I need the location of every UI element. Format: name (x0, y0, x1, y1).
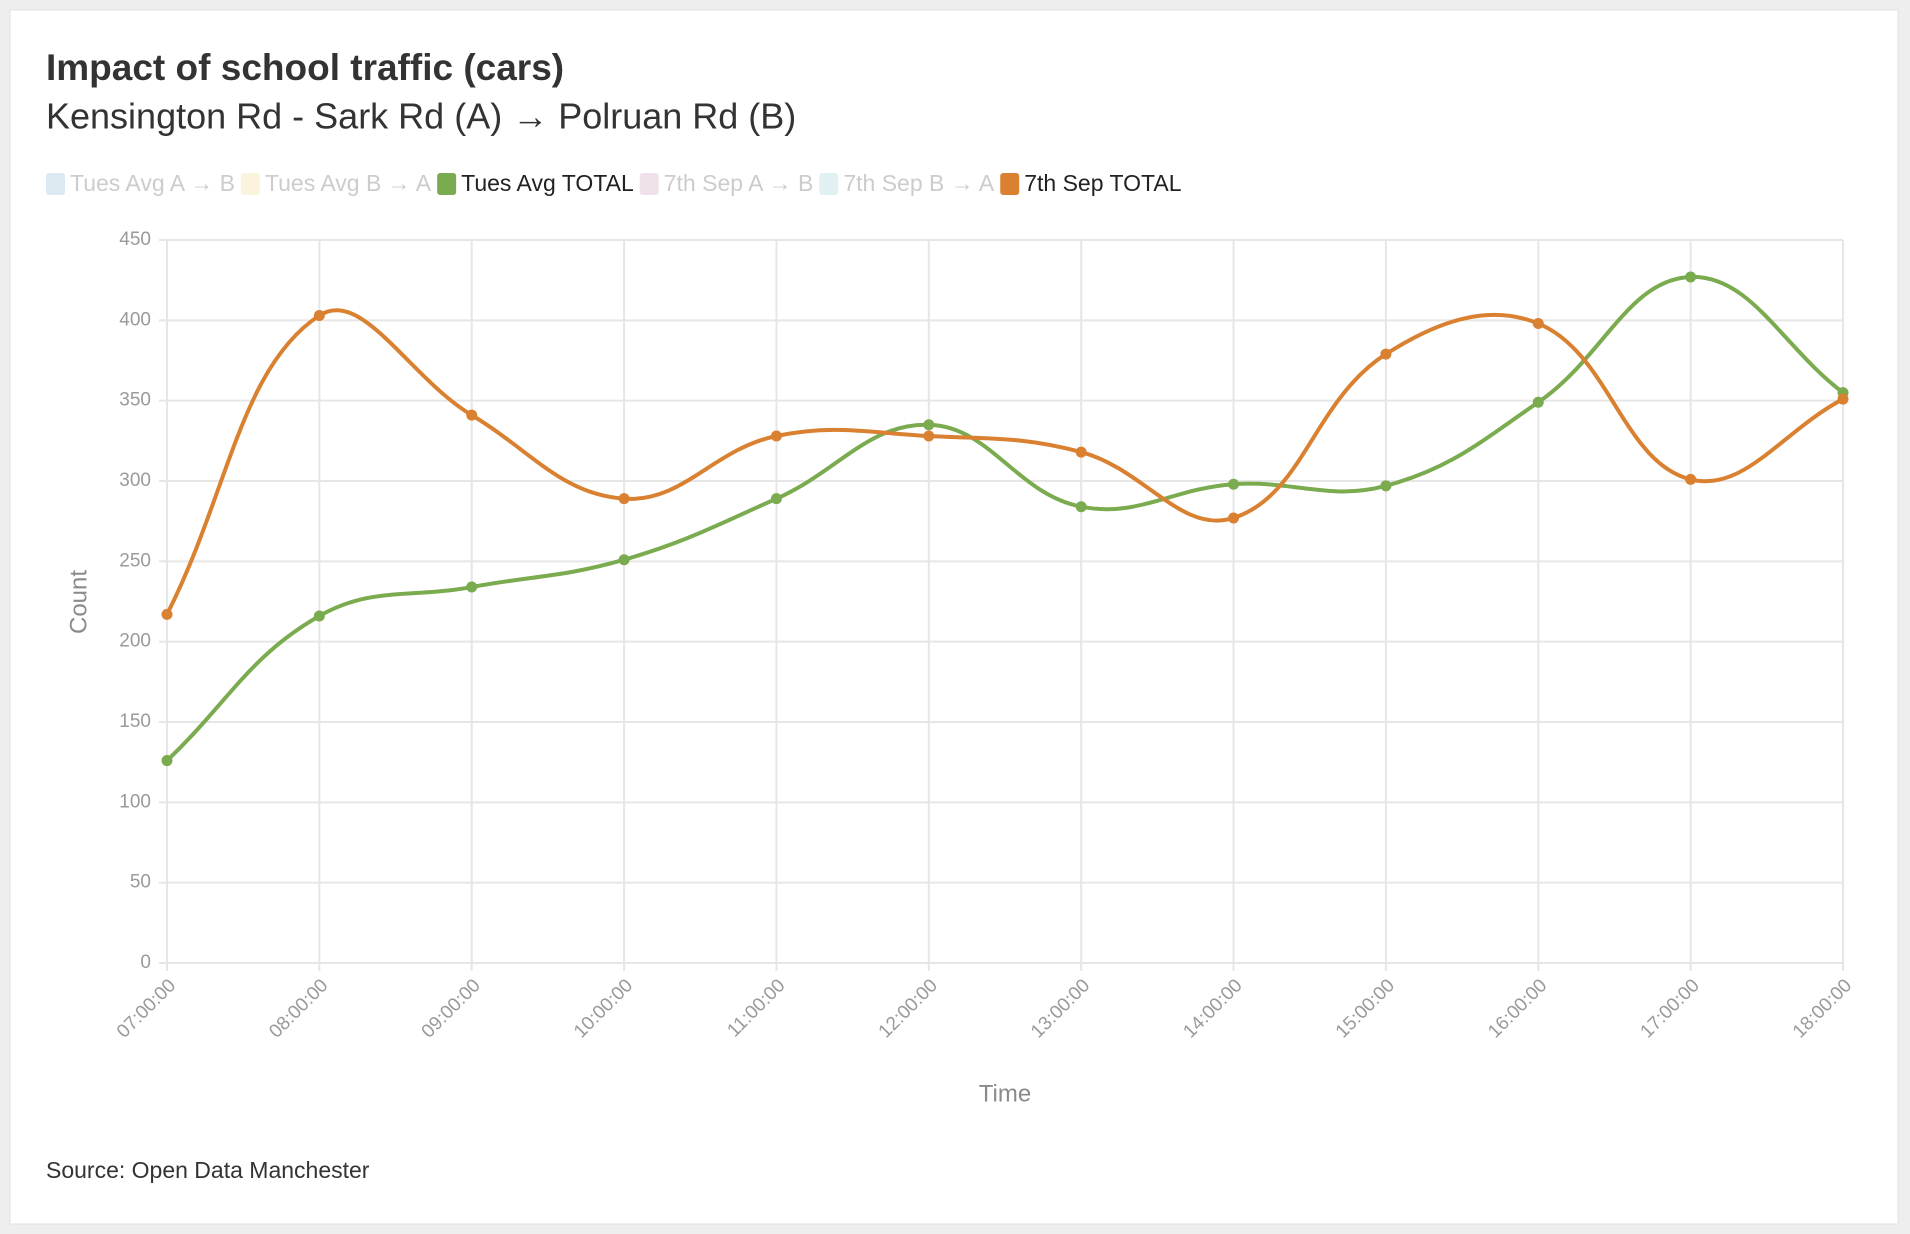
data-point (161, 755, 173, 767)
source-note: Source: Open Data Manchester (46, 1157, 370, 1183)
y-tick-label: 100 (119, 791, 151, 812)
data-point (618, 493, 630, 505)
data-point (1837, 393, 1849, 405)
legend-label: Tues Avg A → B (70, 170, 235, 196)
data-point (1075, 446, 1087, 458)
data-point (466, 409, 478, 421)
data-point (1228, 478, 1240, 490)
data-point (770, 430, 782, 442)
legend-swatch (240, 173, 260, 195)
y-tick-label: 250 (119, 550, 151, 571)
chart-subtitle: Kensington Rd - Sark Rd (A) → Polruan Rd… (46, 96, 796, 137)
series-line (165, 308, 1844, 616)
legend-label: 7th Sep TOTAL (1024, 170, 1181, 196)
y-tick-label: 200 (119, 631, 151, 652)
data-point (1532, 318, 1544, 330)
legend-swatch (1000, 173, 1020, 195)
legend-swatch (46, 173, 65, 195)
data-point (1380, 480, 1392, 492)
data-point (466, 581, 478, 593)
y-axis-title: Count (65, 570, 92, 634)
y-tick-label: 350 (119, 390, 151, 411)
legend-swatch (437, 173, 457, 195)
y-tick-label: 400 (119, 309, 151, 330)
legend-label: 7th Sep B → A (843, 170, 995, 196)
y-tick-label: 150 (119, 711, 151, 732)
data-point (161, 608, 173, 620)
data-point (923, 430, 935, 442)
y-tick-label: 450 (119, 229, 151, 250)
legend-label: 7th Sep A → B (664, 170, 814, 196)
data-point (1075, 501, 1087, 513)
x-axis-title: Time (979, 1080, 1031, 1107)
chart-title: Impact of school traffic (cars) (46, 47, 564, 88)
data-point (1380, 348, 1392, 360)
y-tick-label: 0 (140, 952, 151, 973)
series-line (165, 274, 1845, 763)
data-point (923, 419, 935, 431)
legend-swatch (819, 173, 839, 195)
data-point (1685, 271, 1697, 283)
legend-swatch (639, 173, 659, 195)
data-point (618, 554, 630, 566)
data-point (1228, 512, 1240, 524)
data-point (1532, 396, 1544, 408)
y-tick-label: 300 (119, 470, 151, 491)
data-point (313, 610, 325, 622)
data-point (770, 493, 782, 505)
data-point (1685, 473, 1697, 485)
legend-label: Tues Avg B → A (265, 170, 432, 196)
data-point (313, 310, 325, 322)
y-tick-label: 50 (130, 872, 151, 893)
legend-label: Tues Avg TOTAL (461, 170, 634, 196)
